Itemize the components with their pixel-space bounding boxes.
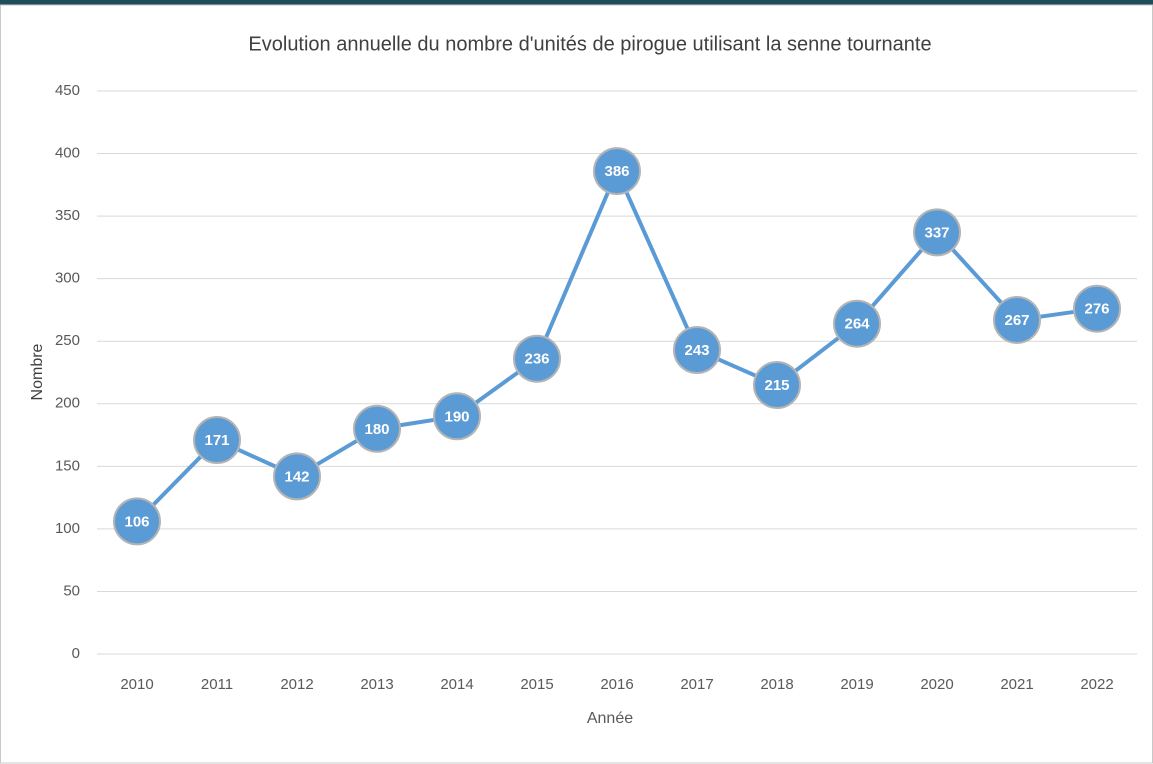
x-tick-label: 2021: [1000, 676, 1033, 693]
data-label: 337: [924, 224, 949, 241]
marker: [1073, 284, 1121, 333]
top-strip: [0, 0, 1153, 5]
marker: [593, 147, 641, 196]
y-tick-label: 0: [72, 645, 80, 662]
x-axis-label: Année: [587, 710, 633, 727]
marker: [193, 416, 241, 465]
y-tick-label: 300: [55, 270, 80, 287]
marker: [113, 497, 161, 546]
y-tick-label: 350: [55, 207, 80, 224]
chart-border: [0, 4, 1153, 764]
x-tick-label: 2018: [760, 676, 793, 693]
marker: [273, 452, 321, 501]
y-tick-label: 250: [55, 332, 80, 349]
data-label: 106: [124, 513, 149, 530]
x-tick-label: 2020: [920, 676, 953, 693]
data-label: 267: [1004, 312, 1029, 329]
x-tick-label: 2016: [600, 676, 633, 693]
marker: [833, 299, 881, 348]
y-tick-label: 50: [63, 582, 80, 599]
x-tick-label: 2012: [280, 676, 313, 693]
data-label: 190: [444, 408, 469, 425]
y-tick-label: 200: [55, 395, 80, 412]
data-label: 236: [524, 351, 549, 368]
marker: [913, 208, 961, 257]
y-axis-label: Nombre: [29, 343, 46, 400]
y-tick-label: 450: [55, 82, 80, 99]
x-tick-label: 2010: [120, 676, 153, 693]
marker: [673, 325, 721, 374]
marker: [353, 404, 401, 453]
x-tick-label: 2015: [520, 676, 553, 693]
marker: [753, 361, 801, 410]
data-label: 142: [284, 468, 309, 485]
y-tick-label: 400: [55, 145, 80, 162]
data-label: 386: [604, 163, 629, 180]
marker: [433, 392, 481, 441]
data-label: 276: [1084, 301, 1109, 318]
y-tick-label: 100: [55, 520, 80, 537]
data-label: 243: [684, 342, 709, 359]
y-tick-label: 150: [55, 457, 80, 474]
x-tick-label: 2011: [201, 676, 233, 693]
x-tick-label: 2013: [360, 676, 393, 693]
data-label: 215: [764, 377, 789, 394]
data-label: 264: [844, 316, 870, 333]
marker: [513, 334, 561, 383]
chart-title: Evolution annuelle du nombre d'unités de…: [248, 33, 931, 55]
x-tick-label: 2014: [440, 676, 473, 693]
data-label: 180: [364, 421, 389, 438]
data-label: 171: [204, 432, 229, 449]
x-tick-label: 2017: [680, 676, 713, 693]
marker: [993, 295, 1041, 344]
x-tick-label: 2019: [840, 676, 873, 693]
x-tick-label: 2022: [1080, 676, 1113, 693]
